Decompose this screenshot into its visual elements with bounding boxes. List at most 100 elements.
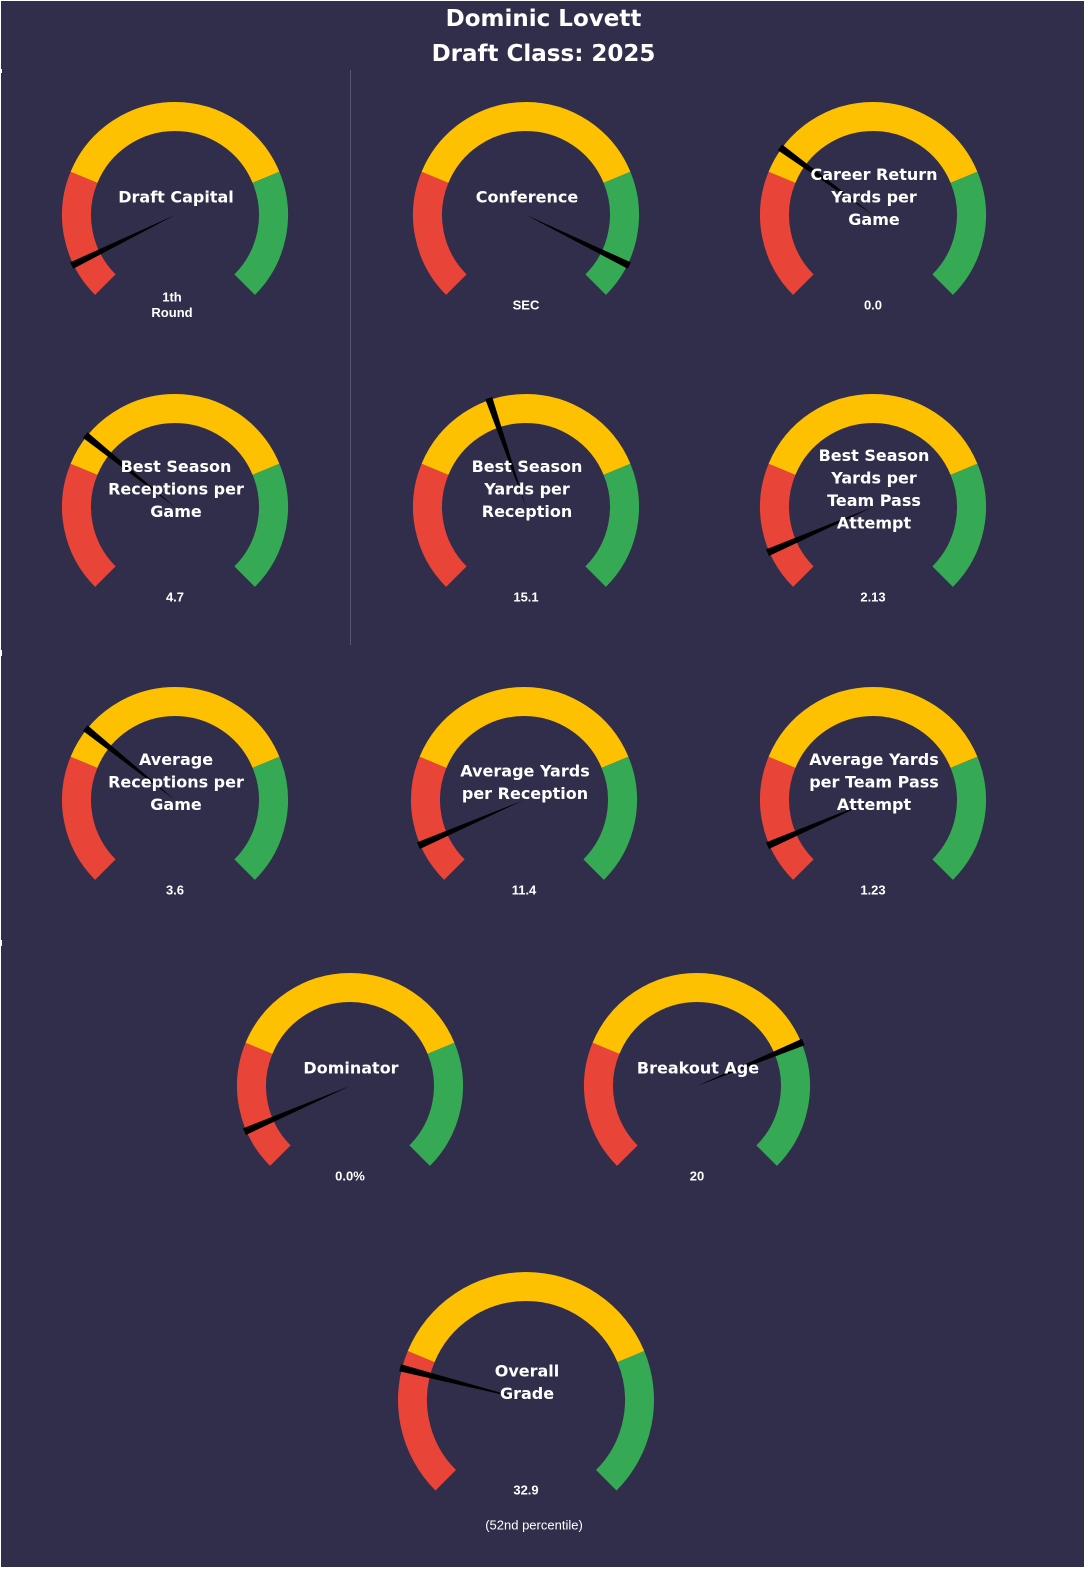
gauge-title: Career Return [810, 165, 937, 184]
gauge-value: 0.0% [335, 1168, 365, 1183]
gauge-title: per Reception [462, 784, 588, 803]
gauge: Career Return Yards per Game 0.0 [760, 102, 986, 312]
gauge: Average Receptions per Game 3.6 [62, 687, 288, 897]
gauge-needle [766, 800, 873, 849]
gauge-value: 0.0 [864, 297, 882, 312]
draft-class: Draft Class: 2025 [431, 41, 656, 67]
gauge-title: Grade [500, 1384, 554, 1403]
gauge-title: Average Yards [460, 761, 589, 780]
gauge-band-red [411, 756, 465, 880]
gauge: Average Yards per Reception 11.4 [411, 687, 637, 897]
gauge: Breakout Age 20 [584, 973, 810, 1183]
gauge-title: Draft Capital [118, 188, 234, 207]
gauge-title: Average Yards [809, 750, 938, 769]
gauge-band-green [932, 463, 986, 587]
gauge-value: 11.4 [512, 882, 537, 897]
gauge-band-green [583, 756, 637, 880]
gauge-needle [243, 1086, 350, 1135]
gauge-band-green [932, 756, 986, 880]
gauge-title: Game [150, 795, 202, 814]
gauge-title: Reception [482, 502, 572, 521]
gauge-band-green [932, 171, 986, 295]
gauge-value: 4.7 [166, 589, 184, 604]
gauge-needle [399, 1364, 526, 1400]
gauge-value: 15.1 [513, 589, 538, 604]
gauge-needle [777, 144, 873, 215]
gauge-needle [70, 215, 175, 269]
gauge: Best Season Yards per Team Pass Attempt 2.13 [760, 394, 986, 604]
left-edge-tick [0, 650, 2, 656]
gauge-band-green [585, 463, 639, 587]
gauge: Best Season Yards per Reception 15.1 [413, 394, 639, 604]
gauge-title: Breakout Age [637, 1059, 759, 1078]
gauge-needle [697, 1038, 805, 1086]
player-name: Dominic Lovett [445, 6, 642, 32]
gauge-band-yellow [245, 973, 455, 1055]
gauge-title: Attempt [837, 513, 912, 532]
gauge-band-red [237, 1042, 291, 1166]
gauge-title: Dominator [303, 1059, 398, 1078]
gauge-band-red [584, 1042, 638, 1166]
gauge: Dominator 0.0% [237, 973, 463, 1183]
gauge-band-yellow [768, 394, 978, 476]
gauge-title: Best Season [472, 457, 583, 476]
gauge-band-red [62, 756, 116, 880]
gauge-band-green [234, 756, 288, 880]
gauge-title: per Team Pass [809, 773, 939, 792]
gauge-title: Team Pass [827, 491, 921, 510]
gauge-title: Yards per [830, 468, 917, 487]
gauge-title: Game [150, 502, 202, 521]
gauge-band-yellow [768, 687, 978, 769]
gauge-band-green [595, 1351, 654, 1491]
gauge-needle [485, 397, 526, 507]
gauge-title: Game [848, 210, 900, 229]
gauge-band-red [413, 171, 467, 295]
gauge-band-yellow [419, 687, 629, 769]
gauge-needle [526, 215, 631, 269]
gauge-title: Best Season [819, 446, 930, 465]
gauge-needle [83, 725, 175, 800]
gauge-value: SEC [513, 297, 540, 312]
gauge-band-green [234, 463, 288, 587]
gauge-band-red [760, 463, 814, 587]
gauge-band-red [62, 463, 116, 587]
gauge: Best Season Receptions per Game 4.7 [62, 394, 288, 604]
gauge-value: 32.9 [513, 1482, 538, 1497]
gauge-value: 1th [162, 289, 182, 304]
gauge-title: Yards per [830, 188, 917, 207]
gauge-title: Overall [495, 1361, 560, 1380]
gauge: Conference SEC [413, 102, 639, 312]
gauge: Overall Grade 32.9 (52nd percentile) [398, 1272, 654, 1532]
gauge-value: 20 [690, 1168, 704, 1183]
gauge-title: Receptions per [108, 773, 244, 792]
gauge-title: Best Season [121, 457, 232, 476]
gauge-value: 1.23 [860, 882, 885, 897]
gauge-needle [83, 432, 175, 507]
gauge-needle [417, 800, 524, 849]
gauge-band-red [413, 463, 467, 587]
gauge-band-green [756, 1042, 810, 1166]
gauge-title: Average [139, 750, 213, 769]
gauge-value: 2.13 [860, 589, 885, 604]
gauge-band-yellow [421, 102, 631, 184]
gauge-value: 3.6 [166, 882, 184, 897]
left-edge-tick [0, 69, 2, 73]
gauge-band-yellow [70, 102, 280, 184]
left-edge-tick [0, 940, 2, 946]
gauge-band-yellow [768, 102, 978, 184]
gauge-band-red [760, 756, 814, 880]
gauge-band-red [760, 171, 814, 295]
gauge: Average Yards per Team Pass Attempt 1.23 [760, 687, 986, 897]
gauge-band-green [409, 1042, 463, 1166]
gauge-needle [766, 507, 873, 556]
gauge-band-red [62, 171, 116, 295]
gauge-band-yellow [592, 973, 802, 1055]
gauge-title: Attempt [837, 795, 912, 814]
gauge-title: Receptions per [108, 480, 244, 499]
section-divider [350, 70, 351, 645]
gauge-band-yellow [421, 394, 631, 476]
gauge-band-green [585, 171, 639, 295]
gauge-percentile: (52nd percentile) [485, 1517, 583, 1532]
